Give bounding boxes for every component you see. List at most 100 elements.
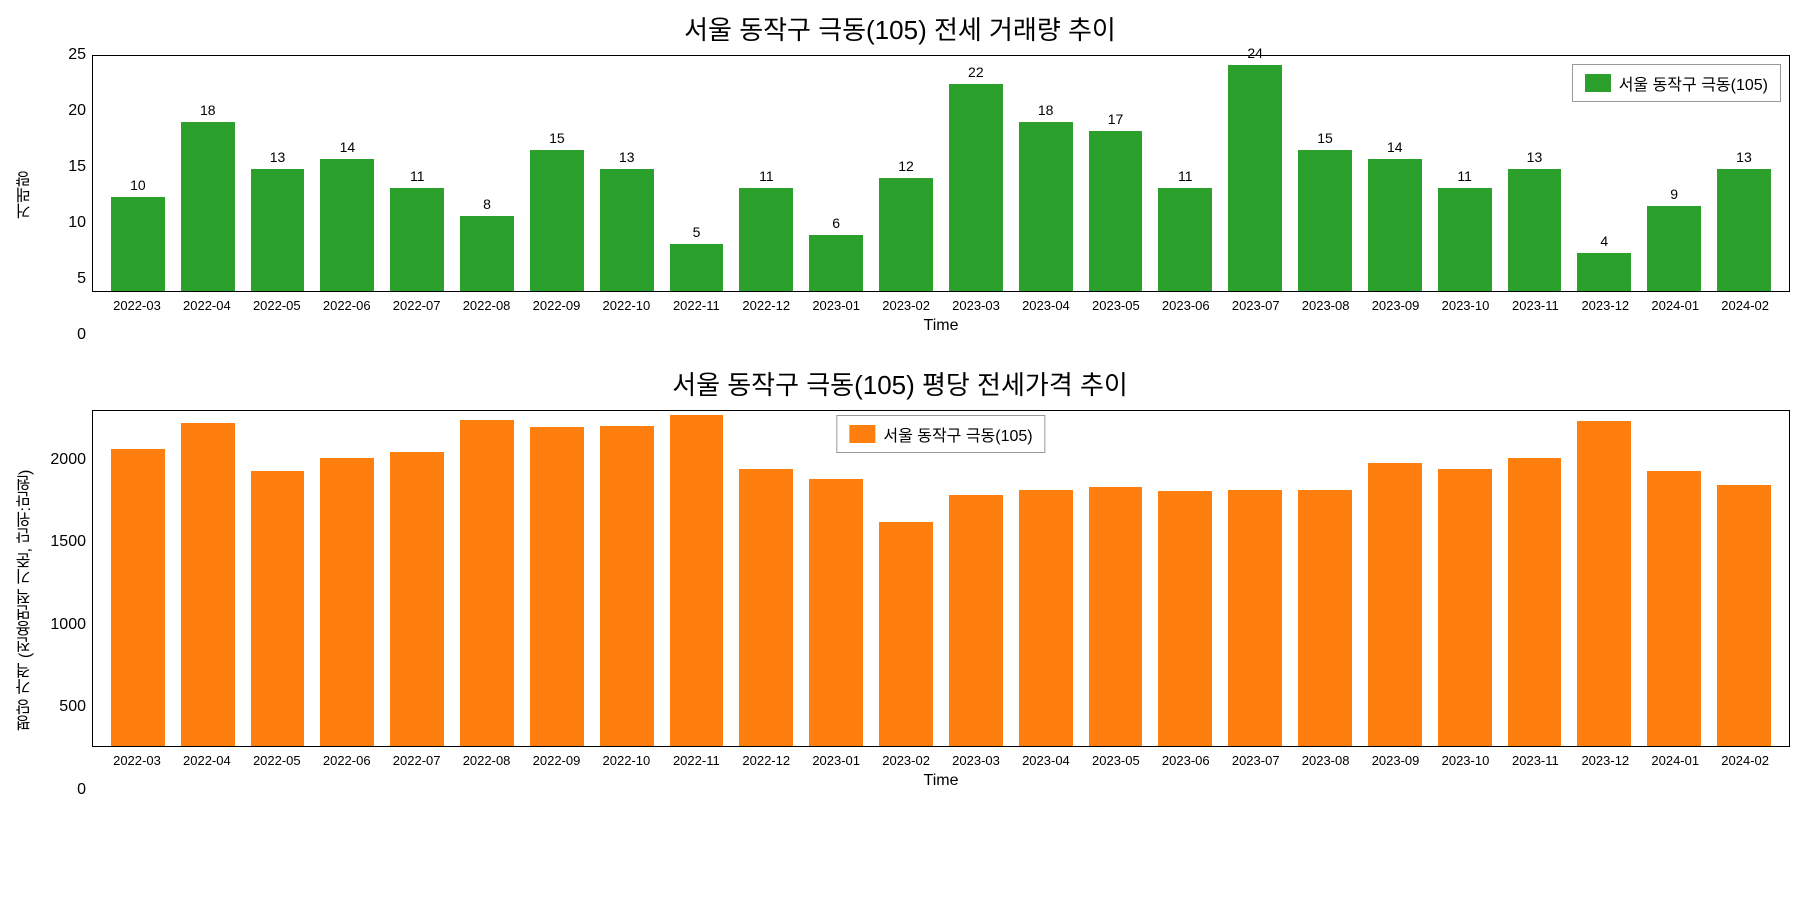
bar: 15: [1298, 150, 1352, 291]
bar-value-label: 22: [968, 64, 984, 80]
x-tick: 2022-04: [172, 298, 242, 313]
bar: 18: [1019, 122, 1073, 291]
bar-value-label: 12: [898, 158, 914, 174]
bar-value-label: 13: [619, 149, 635, 165]
x-tick: 2022-07: [382, 753, 452, 768]
chart1-yaxis: 0510152025: [42, 55, 92, 335]
bar: [1228, 490, 1282, 746]
bar: 13: [1717, 169, 1771, 291]
chart1-plot-wrapper: 서울 동작구 극동(105) 1018131411815135116122218…: [92, 55, 1790, 335]
x-tick: 2022-12: [731, 298, 801, 313]
x-tick: 2023-08: [1291, 298, 1361, 313]
bar-value-label: 10: [130, 177, 146, 193]
bar: [879, 522, 933, 746]
bar-value-label: 9: [1670, 186, 1678, 202]
bar: 8: [460, 216, 514, 291]
bar: [530, 427, 584, 746]
bar: [1577, 421, 1631, 746]
chart2-legend-label: 서울 동작구 극동(105): [883, 422, 1032, 446]
bar: [181, 423, 235, 746]
x-tick: 2023-12: [1570, 298, 1640, 313]
chart2-body: 평당 가격 (전용면적 기준, 단위:만원) 0500100015002000 …: [10, 410, 1790, 790]
y-tick: 25: [68, 46, 86, 64]
x-tick: 2022-05: [242, 753, 312, 768]
bar: [1089, 487, 1143, 746]
y-tick: 10: [68, 214, 86, 232]
chart1-xlabel: Time: [92, 317, 1790, 335]
bar: 11: [1438, 188, 1492, 291]
bar-value-label: 13: [270, 149, 286, 165]
bar: 17: [1089, 131, 1143, 291]
x-tick: 2023-09: [1361, 298, 1431, 313]
x-tick: 2022-11: [661, 298, 731, 313]
x-tick: 2023-07: [1221, 298, 1291, 313]
chart1-ylabel: 거래량: [10, 55, 42, 335]
chart2-yaxis: 0500100015002000: [42, 410, 92, 790]
bar-value-label: 4: [1600, 233, 1608, 249]
bar: [251, 471, 305, 746]
chart1-legend-label: 서울 동작구 극동(105): [1619, 71, 1768, 95]
bar: [1019, 490, 1073, 746]
chart2-plot-area: 서울 동작구 극동(105): [92, 410, 1790, 747]
bar-value-label: 11: [410, 168, 425, 184]
bar: [809, 479, 863, 746]
x-tick: 2024-01: [1640, 298, 1710, 313]
x-tick: 2022-03: [102, 753, 172, 768]
bar: 11: [390, 188, 444, 291]
x-tick: 2023-10: [1431, 753, 1501, 768]
bar: [1438, 469, 1492, 746]
bar: 15: [530, 150, 584, 291]
x-tick: 2023-08: [1291, 753, 1361, 768]
bar: [670, 415, 724, 746]
bar: 11: [1158, 188, 1212, 291]
bar: [460, 420, 514, 746]
bar: 22: [949, 84, 1003, 291]
bar: [1158, 491, 1212, 746]
bar: 14: [1368, 159, 1422, 291]
x-tick: 2023-02: [871, 298, 941, 313]
bar: 5: [670, 244, 724, 291]
bar: 14: [320, 159, 374, 291]
y-tick: 0: [77, 781, 86, 799]
x-tick: 2022-06: [312, 298, 382, 313]
x-tick: 2023-01: [801, 298, 871, 313]
bar: 6: [809, 235, 863, 291]
bar: [111, 449, 165, 746]
bar: 9: [1647, 206, 1701, 291]
bar-value-label: 11: [759, 168, 774, 184]
chart1-legend: 서울 동작구 극동(105): [1572, 64, 1781, 102]
bar: 13: [600, 169, 654, 291]
chart2-title: 서울 동작구 극동(105) 평당 전세가격 추이: [10, 365, 1790, 402]
x-tick: 2022-04: [172, 753, 242, 768]
bar-value-label: 8: [483, 196, 491, 212]
x-tick: 2023-05: [1081, 298, 1151, 313]
bar: 11: [739, 188, 793, 291]
chart1-title: 서울 동작구 극동(105) 전세 거래량 추이: [10, 10, 1790, 47]
price-chart: 서울 동작구 극동(105) 평당 전세가격 추이 평당 가격 (전용면적 기준…: [10, 365, 1790, 790]
bar-value-label: 13: [1527, 149, 1543, 165]
bar: [1717, 485, 1771, 746]
chart2-bars: [93, 411, 1789, 746]
chart2-legend: 서울 동작구 극동(105): [836, 415, 1045, 453]
bar: [600, 426, 654, 746]
x-tick: 2022-08: [452, 298, 522, 313]
bar-value-label: 11: [1457, 168, 1472, 184]
x-tick: 2023-03: [941, 753, 1011, 768]
y-tick: 20: [68, 102, 86, 120]
bar: [1368, 463, 1422, 746]
bar-value-label: 13: [1736, 149, 1752, 165]
y-tick: 1000: [50, 616, 86, 634]
chart1-xaxis: 2022-032022-042022-052022-062022-072022-…: [92, 292, 1790, 313]
y-tick: 2000: [50, 451, 86, 469]
x-tick: 2023-03: [941, 298, 1011, 313]
x-tick: 2023-04: [1011, 298, 1081, 313]
x-tick: 2023-04: [1011, 753, 1081, 768]
chart1-bars: 1018131411815135116122218171124151411134…: [93, 56, 1789, 291]
bar-value-label: 15: [549, 130, 565, 146]
y-tick: 500: [59, 698, 86, 716]
x-tick: 2023-11: [1500, 298, 1570, 313]
x-tick: 2022-09: [522, 298, 592, 313]
x-tick: 2023-07: [1221, 753, 1291, 768]
x-tick: 2023-09: [1361, 753, 1431, 768]
x-tick: 2022-07: [382, 298, 452, 313]
